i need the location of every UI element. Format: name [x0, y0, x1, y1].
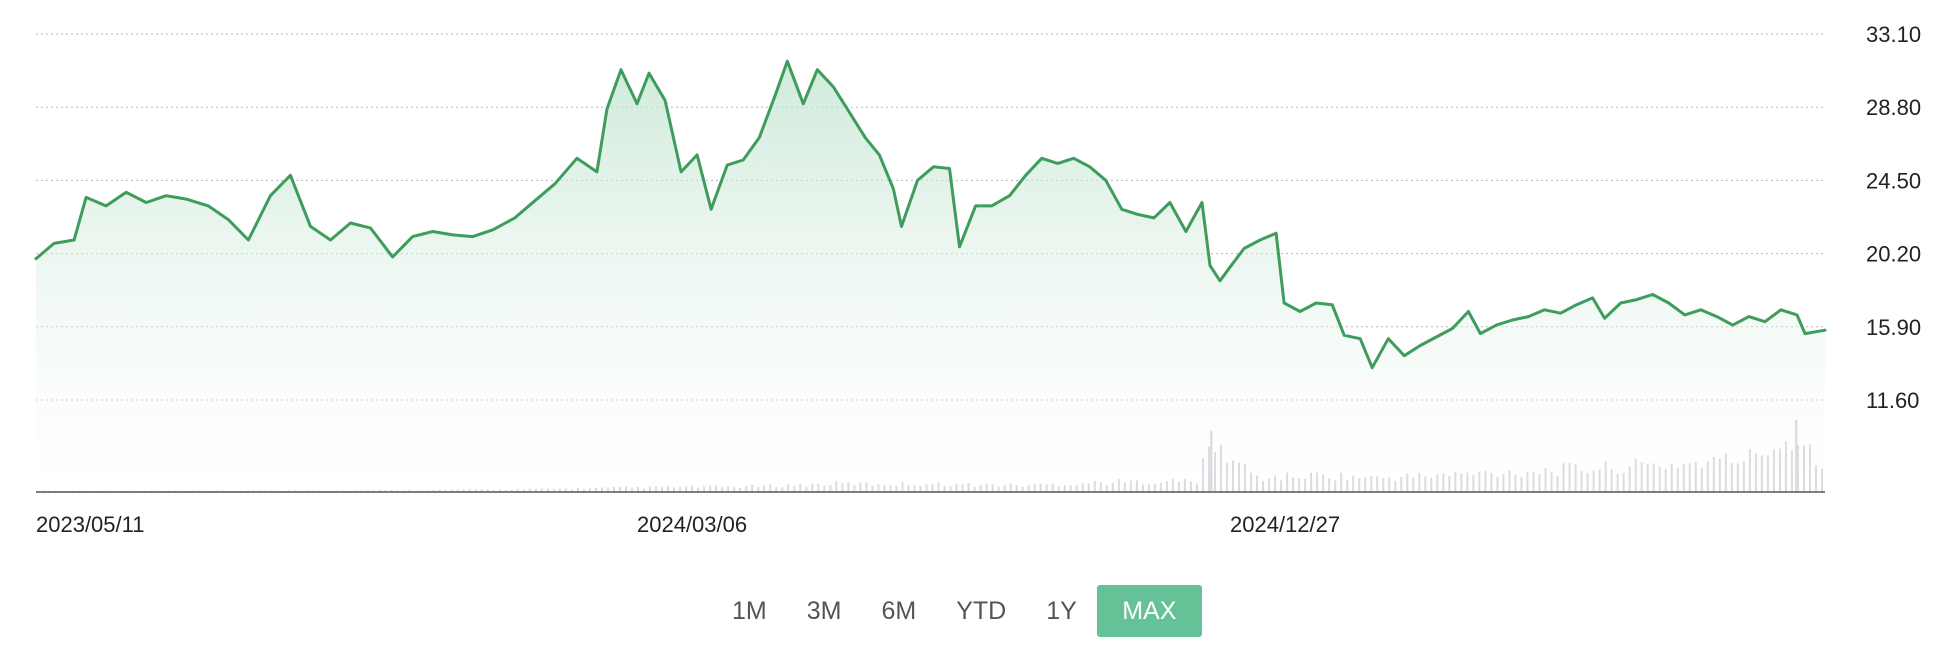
- range-button-6m[interactable]: 6M: [861, 585, 936, 637]
- range-button-max[interactable]: MAX: [1096, 585, 1202, 637]
- y-tick-label: 20.20: [1866, 242, 1921, 267]
- y-axis-ticks: 33.10 28.80 24.50 20.20 15.90 11.60: [1866, 22, 1921, 413]
- price-area: [36, 61, 1825, 492]
- y-tick-label: 11.60: [1866, 388, 1919, 413]
- range-button-1m[interactable]: 1M: [712, 585, 787, 637]
- range-button-ytd[interactable]: YTD: [936, 585, 1026, 637]
- price-chart[interactable]: 33.10 28.80 24.50 20.20 15.90 11.60 2023/05/1…: [0, 0, 1954, 560]
- range-selector: 1M 3M 6M YTD 1Y MAX: [712, 585, 1202, 637]
- range-button-1y[interactable]: 1Y: [1026, 585, 1097, 637]
- x-tick-label: 2024/12/27: [1230, 512, 1340, 537]
- y-tick-label: 15.90: [1866, 315, 1921, 340]
- x-tick-label: 2024/03/06: [637, 512, 747, 537]
- y-tick-label: 24.50: [1866, 168, 1921, 193]
- x-axis-ticks: 2023/05/11 2024/03/06 2024/12/27: [36, 512, 1340, 537]
- range-button-3m[interactable]: 3M: [787, 585, 862, 637]
- price-chart-svg[interactable]: 33.10 28.80 24.50 20.20 15.90 11.60 2023/05/1…: [0, 0, 1954, 560]
- x-tick-label: 2023/05/11: [36, 512, 144, 537]
- price-area-fill: [36, 61, 1825, 492]
- price-line[interactable]: [34, 59, 1827, 370]
- y-tick-label: 33.10: [1866, 22, 1921, 47]
- price-line-group[interactable]: [34, 59, 1827, 370]
- y-tick-label: 28.80: [1866, 95, 1921, 120]
